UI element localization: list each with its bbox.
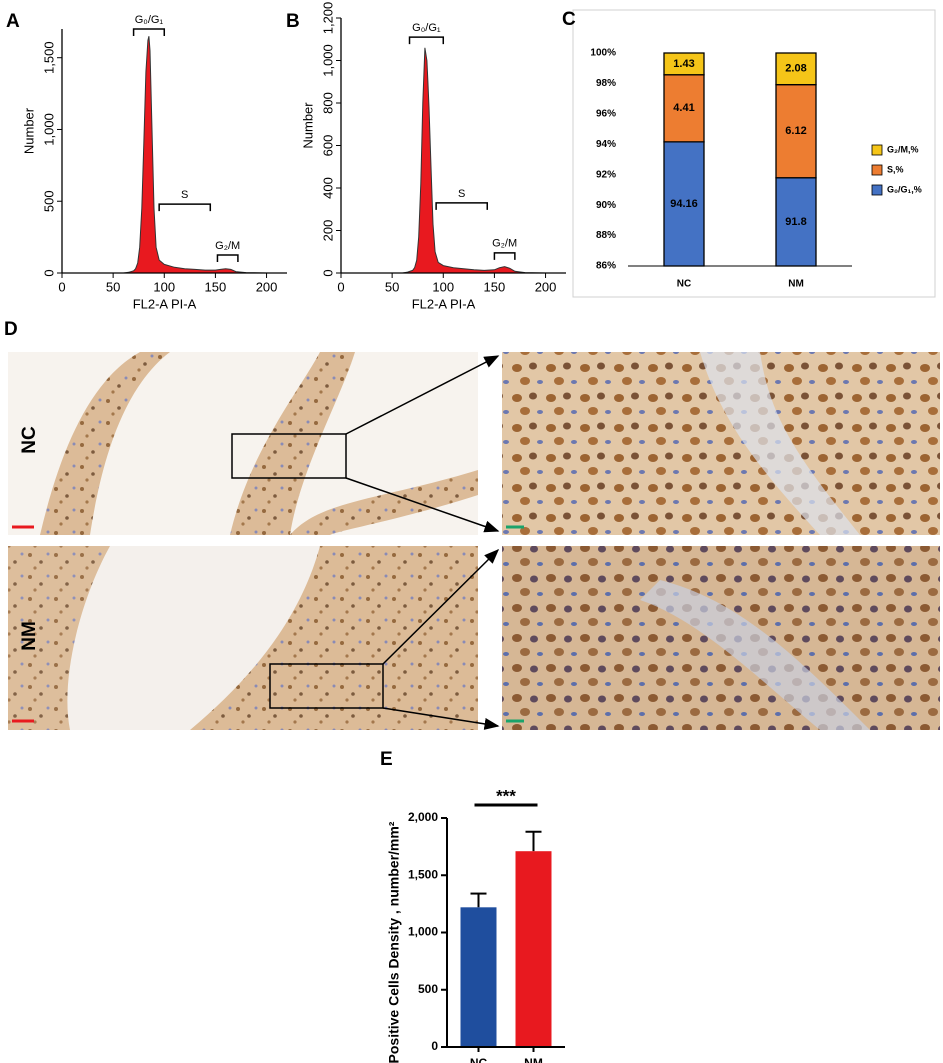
gate-label: G₀/G₁: [412, 22, 441, 34]
x-tick-label: 100: [153, 279, 175, 294]
x-tick-label: 100: [432, 279, 454, 294]
panel-d-images: [8, 352, 940, 730]
gate: [408, 36, 445, 45]
significance-label: ***: [496, 786, 516, 805]
bar-segment: [663, 52, 705, 76]
gate-label: G₂/M: [492, 238, 517, 250]
data-label: 91.8: [785, 216, 806, 228]
x-tick-label: NC: [677, 279, 691, 290]
y-tick-label: 200: [320, 220, 335, 242]
y-tick-label: 90%: [596, 200, 616, 211]
legend-swatch: [871, 144, 883, 156]
y-tick-label: 500: [418, 982, 438, 996]
gate-label: S: [181, 189, 188, 201]
gate: [216, 254, 239, 263]
y-tick-label: 0: [320, 269, 335, 276]
panel-c-frame: [572, 9, 936, 298]
x-tick-label: 150: [205, 279, 227, 294]
panel-label: D: [4, 319, 18, 340]
bar-segment: [663, 141, 705, 267]
y-tick-label: 100%: [590, 48, 616, 59]
y-tick-label: 0: [41, 269, 56, 276]
panel-label: E: [380, 749, 393, 770]
x-tick-label: 200: [535, 279, 557, 294]
panel-label: C: [562, 9, 576, 30]
x-tick-label: 150: [484, 279, 506, 294]
y-tick-label: 400: [320, 177, 335, 199]
legend-swatch: [871, 164, 883, 176]
x-axis-label: FL2-A PI-A: [412, 296, 476, 311]
data-label: 94.16: [670, 198, 698, 210]
y-tick-label: 1,000: [41, 113, 56, 146]
histogram-line: [402, 47, 546, 274]
x-tick-label: 200: [256, 279, 278, 294]
y-tick-label: 600: [320, 135, 335, 157]
data-label: 1.43: [673, 58, 694, 70]
gate: [493, 252, 516, 260]
x-tick-label: 50: [106, 279, 120, 294]
bar-segment: [663, 74, 705, 143]
legend-label: G₂/M,%: [887, 144, 919, 154]
y-tick-label: 0: [431, 1039, 438, 1053]
x-tick-label: 50: [385, 279, 399, 294]
histogram-area: [123, 36, 267, 274]
y-tick-label: 800: [320, 92, 335, 114]
x-tick-label: 0: [337, 279, 344, 294]
legend-swatch: [871, 184, 883, 196]
row-label: NM: [19, 621, 40, 651]
y-tick-label: 96%: [596, 108, 616, 119]
x-axis-label: FL2-A PI-A: [133, 296, 197, 311]
y-tick-label: 1,000: [408, 925, 438, 939]
gate-label: G₂/M: [215, 240, 240, 252]
x-tick-label: NM: [524, 1056, 543, 1063]
histogram-line: [123, 36, 267, 274]
gate: [435, 202, 488, 210]
x-tick-label: NC: [470, 1056, 488, 1063]
y-tick-label: 500: [41, 190, 56, 212]
legend-label: G₀/G₁,%: [887, 184, 922, 194]
y-axis-label: Number: [300, 102, 315, 149]
y-tick-label: 92%: [596, 169, 616, 180]
bar-segment: [775, 83, 817, 179]
y-axis-label: Number: [21, 107, 36, 154]
legend-label: S,%: [887, 164, 904, 174]
panel-label: B: [286, 11, 300, 32]
y-axis-label: Positive Cells Density , number/mm²: [386, 821, 402, 1063]
data-label: 2.08: [785, 63, 806, 75]
data-label: 4.41: [673, 102, 694, 114]
data-label: 6.12: [785, 125, 806, 137]
y-tick-label: 2,000: [408, 810, 438, 824]
row-label: NC: [19, 426, 40, 454]
bar-segment: [775, 177, 817, 267]
y-tick-label: 94%: [596, 139, 616, 150]
y-tick-label: 98%: [596, 78, 616, 89]
bar: [515, 851, 552, 1047]
gate: [158, 203, 212, 212]
y-tick-label: 1,500: [408, 867, 438, 881]
y-tick-label: 86%: [596, 261, 616, 272]
gate: [132, 28, 166, 36]
bar-segment: [775, 52, 817, 86]
gate-label: G₀/G₁: [135, 14, 164, 26]
bar: [460, 907, 497, 1047]
x-tick-label: 0: [58, 279, 65, 294]
gate-label: S: [458, 188, 465, 200]
y-tick-label: 88%: [596, 230, 616, 241]
y-tick-label: 1,500: [41, 41, 56, 74]
x-tick-label: NM: [788, 279, 804, 290]
y-tick-label: 1,000: [320, 44, 335, 77]
panel-label: A: [6, 11, 20, 32]
y-tick-label: 1,200: [320, 2, 335, 35]
